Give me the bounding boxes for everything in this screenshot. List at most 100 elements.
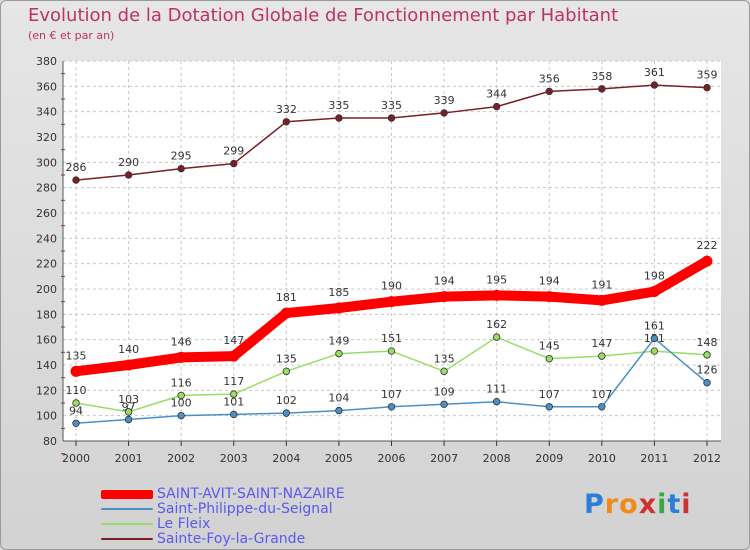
- logo-letter: i: [681, 489, 692, 520]
- x-tick-label: 2007: [430, 452, 458, 465]
- data-label: 116: [171, 376, 192, 389]
- y-tick-label: 360: [36, 80, 57, 93]
- x-tick-label: 2006: [378, 452, 406, 465]
- data-point: [177, 391, 185, 400]
- data-label: 117: [223, 375, 244, 388]
- x-tick-label: 2012: [693, 452, 721, 465]
- data-label: 286: [66, 161, 87, 174]
- x-tick-label: 2010: [588, 452, 616, 465]
- data-point: [491, 289, 503, 301]
- logo-letter: x: [638, 489, 658, 520]
- data-label: 290: [118, 156, 139, 169]
- data-label: 356: [539, 72, 560, 85]
- y-tick-label: 320: [36, 131, 57, 144]
- data-label: 194: [434, 275, 455, 288]
- x-tick-label: 2009: [535, 452, 563, 465]
- data-label: 185: [328, 286, 349, 299]
- legend-swatch: [101, 523, 153, 525]
- data-label: 222: [697, 239, 718, 252]
- data-label: 126: [697, 364, 718, 377]
- legend-label: Sainte-Foy-la-Grande: [157, 531, 306, 547]
- data-label: 295: [171, 150, 192, 163]
- y-tick-label: 280: [36, 182, 57, 195]
- data-label: 191: [591, 278, 612, 291]
- data-label: 107: [539, 388, 560, 401]
- data-point: [335, 349, 343, 358]
- data-point: [123, 359, 135, 371]
- logo-letter: i: [657, 489, 668, 520]
- data-point: [648, 286, 660, 298]
- y-tick-label: 120: [36, 384, 57, 397]
- axes: 80 100 120 140 160 180 200 220 240 260 280 300 320 34…: [36, 55, 721, 465]
- data-point: [387, 114, 396, 122]
- data-point: [124, 171, 133, 179]
- data-point: [545, 354, 553, 363]
- data-label: 358: [591, 70, 612, 83]
- proxiti-logo: Proxiti: [584, 489, 692, 520]
- data-point: [335, 406, 343, 415]
- data-label: 97: [122, 400, 136, 413]
- data-label: 335: [328, 99, 349, 112]
- data-label: 135: [434, 352, 455, 365]
- data-point: [438, 291, 450, 303]
- data-label: 135: [66, 349, 87, 362]
- data-point: [703, 351, 711, 359]
- data-point: [177, 164, 185, 173]
- data-point: [230, 390, 238, 398]
- x-tick-label: 2011: [640, 452, 668, 465]
- data-point: [282, 118, 291, 126]
- data-point: [703, 83, 711, 92]
- data-label: 100: [171, 397, 192, 410]
- y-tick-label: 200: [36, 283, 57, 296]
- x-tick-label: 2005: [325, 452, 353, 465]
- data-point: [124, 415, 133, 424]
- grid: [63, 60, 721, 442]
- data-label: 107: [381, 388, 402, 401]
- data-point: [124, 408, 133, 416]
- y-tick-label: 220: [36, 258, 57, 271]
- data-point: [598, 352, 606, 360]
- plot-area: [63, 61, 721, 441]
- data-point: [282, 409, 291, 417]
- data-label: 145: [539, 340, 560, 353]
- data-point: [701, 255, 713, 267]
- data-label: 110: [66, 384, 87, 397]
- data-point: [70, 365, 82, 377]
- data-point: [492, 398, 501, 406]
- data-point: [545, 87, 553, 96]
- data-label: 151: [381, 332, 402, 345]
- y-tick-label: 260: [36, 207, 57, 220]
- data-label: 101: [223, 395, 244, 408]
- data-label: 190: [381, 280, 402, 293]
- series-layer: 286 290 295 299 332 335 335 339 344 356 358 361 359 1…: [66, 66, 718, 427]
- x-tick-label: 2008: [483, 452, 511, 465]
- data-label: 103: [118, 393, 139, 406]
- data-label: 147: [591, 337, 612, 350]
- data-label: 104: [328, 392, 349, 405]
- y-tick-label: 300: [36, 156, 57, 169]
- y-tick-label: 80: [43, 435, 57, 448]
- data-label: 181: [276, 291, 297, 304]
- y-tick-label: 180: [36, 308, 57, 321]
- y-tick-label: 100: [36, 410, 57, 423]
- data-point: [72, 176, 80, 184]
- x-tick-label: 2003: [220, 452, 248, 465]
- data-point: [175, 351, 187, 363]
- x-tick-label: 2001: [115, 452, 143, 465]
- chart-title: Evolution de la Dotation Globale de Fonc…: [28, 5, 619, 26]
- data-label: 146: [171, 335, 192, 348]
- data-label: 359: [697, 69, 718, 82]
- data-point: [650, 334, 659, 343]
- y-tick-label: 380: [36, 55, 57, 68]
- data-label: 109: [434, 385, 455, 398]
- legend-label: SAINT-AVIT-SAINT-NAZAIRE: [157, 486, 345, 502]
- data-point: [650, 347, 659, 355]
- data-label: 147: [223, 334, 244, 347]
- y-tick-label: 160: [36, 334, 57, 347]
- data-label: 135: [276, 352, 297, 365]
- data-point: [386, 296, 397, 308]
- data-point: [335, 114, 343, 122]
- x-tick-label: 2004: [272, 452, 300, 465]
- data-point: [387, 403, 396, 411]
